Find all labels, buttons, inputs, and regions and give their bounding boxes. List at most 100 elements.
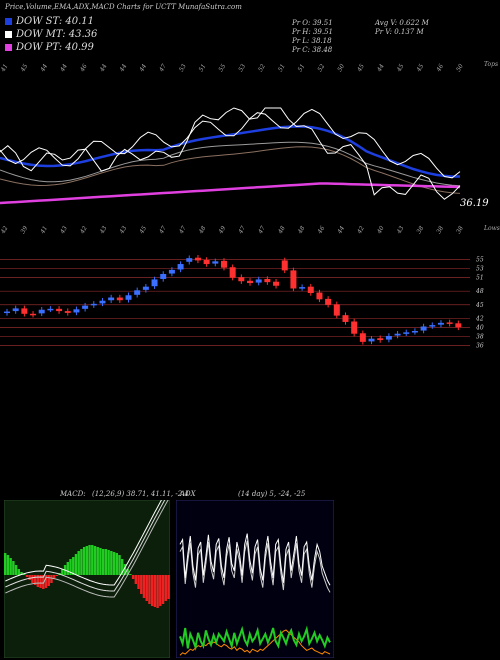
macd-line-3: [5, 500, 169, 598]
lows-tick: 44: [336, 225, 346, 236]
macd-bar: [110, 551, 113, 575]
legend-dow-pt: DOW PT: 40.99: [5, 42, 94, 53]
candle-body: [290, 270, 297, 289]
tops-tick: 45: [356, 63, 366, 74]
macd-bar: [156, 575, 159, 608]
candle-body: [316, 292, 323, 300]
level-tick: 51: [476, 275, 484, 282]
candle-body: [307, 286, 314, 293]
candle-body: [455, 323, 462, 328]
macd-bar: [17, 569, 21, 575]
macd-bar: [96, 547, 99, 575]
macd-bar: [77, 551, 80, 575]
tops-tick: 44: [98, 63, 108, 74]
macd-bar: [6, 555, 10, 575]
candle-body: [82, 305, 89, 309]
candle-body: [194, 257, 201, 261]
macd-bar: [47, 575, 50, 586]
macd-bar: [150, 575, 154, 606]
lows-tick: 47: [257, 225, 267, 236]
lows-tick: 47: [177, 225, 187, 236]
macd-bar: [28, 575, 31, 580]
candle-body: [186, 258, 193, 262]
adx-line-2: [179, 540, 331, 593]
candle-body: [377, 338, 384, 341]
tops-tick: 44: [375, 63, 385, 74]
lows-label: Lows: [483, 225, 500, 232]
macd-params: (12,26,9) 38.71, 41.11, -2.4: [92, 490, 189, 498]
candle-body: [333, 304, 340, 316]
candle-body: [359, 333, 366, 342]
candle-body: [212, 261, 219, 264]
legend-swatch-st: [5, 18, 12, 25]
macd-bar: [31, 575, 34, 583]
ema-grey-line: [0, 141, 461, 187]
legend-label-pt: DOW PT: 40.99: [16, 42, 94, 53]
lows-tick: 47: [158, 225, 168, 236]
tops-tick: 44: [118, 63, 128, 74]
candle-body: [273, 281, 280, 286]
tops-tick: 41: [0, 63, 10, 74]
tops-tick: 45: [19, 63, 29, 74]
macd-bar: [126, 569, 129, 575]
macd-bar: [115, 553, 118, 575]
candle-body: [125, 295, 132, 300]
macd-bar: [107, 550, 110, 575]
adx-panel: [176, 500, 334, 658]
macd-bar: [121, 559, 124, 575]
lows-tick: 40: [375, 225, 385, 236]
legend-label-st: DOW ST: 40.11: [16, 16, 95, 27]
macd-bar: [80, 549, 83, 575]
dow-pt-line: [0, 182, 461, 205]
candle-body: [385, 335, 392, 340]
lows-tick: 38: [415, 225, 425, 235]
adx-params: (14 day) 5, -24, -25: [238, 490, 306, 498]
stat-pr-h: Pr H: 39.51: [292, 28, 334, 36]
macd-bar: [142, 575, 146, 598]
lows-tick: 41: [39, 225, 49, 236]
level-tick: 38: [476, 333, 484, 340]
lows-tick: 38: [435, 225, 445, 235]
tops-tick: 50: [336, 63, 346, 73]
level-tick: 36: [476, 342, 484, 349]
macd-bar: [153, 575, 157, 607]
macd-bar: [61, 569, 64, 575]
candle-body: [446, 322, 453, 324]
tops-tick: 50: [455, 63, 465, 73]
macd-bar: [36, 575, 40, 587]
macd-bar: [112, 552, 116, 575]
macd-bar: [39, 575, 42, 588]
macd-bar: [123, 564, 127, 575]
macd-bar: [72, 557, 75, 575]
macd-bar: [82, 547, 86, 575]
tops-tick: 44: [39, 63, 49, 74]
candle-body: [177, 264, 184, 270]
chart-header: Price,Volume,EMA,ADX,MACD Charts for UCT…: [5, 3, 242, 11]
lows-tick: 46: [316, 225, 326, 236]
lows-tick: 45: [138, 225, 148, 236]
lows-tick: 43: [59, 225, 69, 236]
candle-body: [229, 267, 236, 278]
tops-tick: 53: [178, 63, 188, 73]
price-ema-chart: 41 45 44 44 46 44 44 44 47 53 51 55 53 52 51 51 52 50 45 44…: [0, 61, 500, 236]
macd-bar: [129, 574, 132, 575]
adx-label: ADX: [180, 490, 196, 498]
macd-bar: [33, 575, 37, 585]
last-price-label: 36.19: [460, 198, 489, 209]
candle-body: [142, 286, 149, 290]
candle-body: [325, 298, 332, 305]
lows-tick: 42: [0, 225, 10, 236]
macd-signal-line: [5, 500, 166, 592]
candle-body: [99, 300, 106, 304]
tops-tick: 44: [59, 63, 69, 74]
candle-body: [247, 280, 254, 284]
macd-bar: [134, 575, 138, 584]
macd-bar: [161, 575, 165, 604]
macd-bar: [55, 575, 59, 576]
candle-body: [368, 338, 375, 342]
candle-body: [403, 332, 410, 334]
macd-bar: [140, 575, 143, 594]
macd-bar: [101, 549, 105, 575]
macd-bar: [85, 546, 89, 575]
level-tick: 55: [476, 257, 484, 264]
